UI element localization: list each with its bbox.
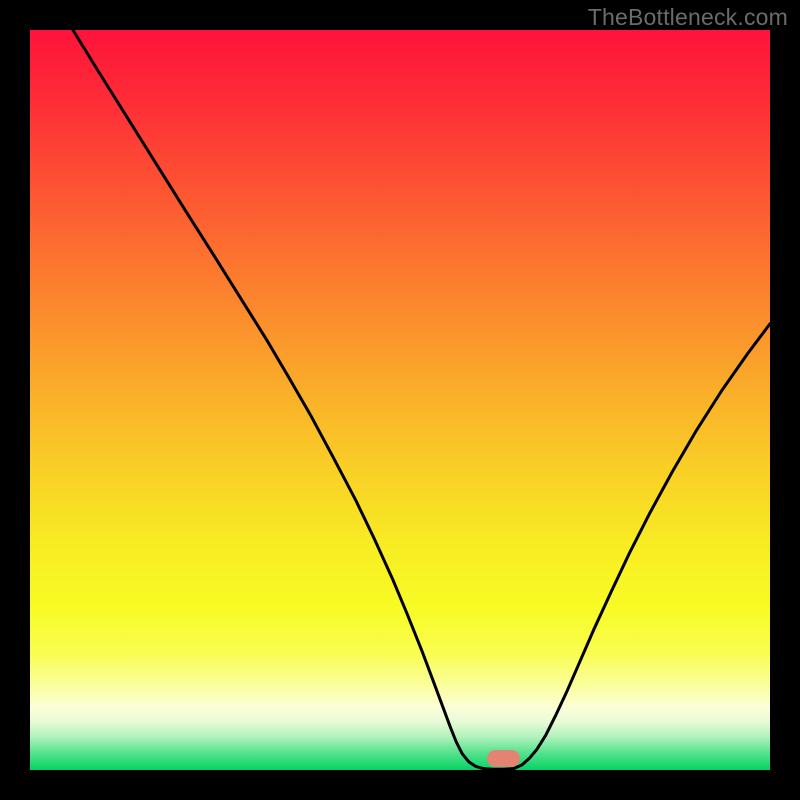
bottleneck-chart	[30, 30, 770, 770]
frame-bottom	[0, 770, 800, 800]
optimum-marker	[487, 750, 520, 767]
watermark-text: TheBottleneck.com	[588, 4, 788, 31]
frame-right	[770, 0, 800, 800]
frame-left	[0, 0, 30, 800]
